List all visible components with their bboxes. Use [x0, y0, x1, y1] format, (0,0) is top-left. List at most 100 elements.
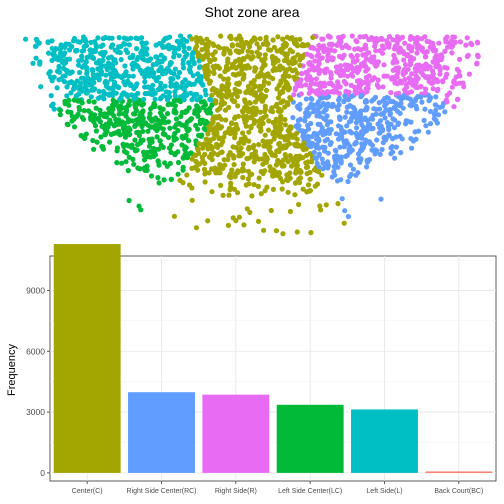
y-tick-label: 3000 [26, 407, 45, 417]
shot-point [284, 51, 291, 57]
shot-point [181, 97, 187, 103]
shot-point [201, 99, 207, 105]
shot-point [366, 50, 372, 56]
shot-point [336, 90, 342, 97]
shot-point [423, 61, 429, 67]
shot-point [358, 61, 365, 67]
shot-point [315, 121, 321, 127]
shot-point [291, 92, 297, 98]
shot-point [262, 52, 268, 58]
shot-point [211, 135, 217, 142]
shot-point [184, 172, 190, 178]
shot-point [402, 76, 408, 83]
shot-point [326, 34, 332, 40]
shot-point [364, 159, 371, 165]
shot-point [328, 72, 334, 78]
y-tick-label: 9000 [26, 285, 45, 295]
shot-point [162, 160, 168, 166]
shot-point [338, 63, 344, 69]
bar-5 [425, 471, 493, 473]
shot-zone-scatter [23, 33, 481, 237]
shot-point [186, 126, 192, 133]
shot-point [110, 87, 116, 93]
shot-point [315, 47, 321, 53]
shot-point [323, 107, 329, 113]
shot-point [93, 128, 99, 134]
shot-point [435, 79, 441, 85]
shot-point [71, 124, 78, 130]
shot-point [460, 80, 466, 86]
shot-point [233, 36, 239, 42]
shot-point [275, 34, 281, 40]
shot-point [126, 73, 132, 79]
shot-point [97, 107, 103, 113]
shot-point [57, 53, 63, 59]
shot-point [280, 98, 286, 104]
shot-point [83, 43, 89, 49]
shot-point [286, 73, 292, 79]
shot-point [33, 55, 39, 61]
shot-point [119, 160, 125, 166]
shot-point [206, 80, 213, 86]
shot-point [270, 37, 276, 43]
shot-point [258, 191, 264, 197]
shot-point [422, 106, 428, 112]
shot-point [193, 152, 199, 158]
y-tick-label: 0 [40, 468, 45, 478]
shot-point [349, 33, 355, 39]
shot-point [91, 146, 97, 152]
shot-point [423, 86, 429, 92]
shot-point [195, 126, 201, 132]
shot-point [222, 130, 228, 136]
shot-point [395, 121, 401, 127]
shot-point [96, 88, 102, 94]
shot-point [93, 42, 99, 48]
bar-2 [202, 394, 270, 473]
shot-point [341, 68, 347, 74]
shot-point [350, 73, 356, 79]
shot-point [157, 66, 163, 72]
shot-point [66, 56, 73, 62]
shot-point [269, 53, 276, 60]
shot-point [131, 111, 137, 117]
shot-point [204, 76, 211, 82]
shot-point [241, 56, 247, 62]
shot-point [442, 109, 448, 115]
shot-point [311, 67, 317, 73]
shot-point [113, 90, 119, 96]
shot-point [175, 159, 182, 166]
shot-point [250, 54, 256, 60]
shot-point [313, 76, 319, 82]
shot-point [403, 62, 409, 68]
shot-point [228, 184, 234, 190]
shot-point [311, 149, 317, 155]
shot-point [57, 107, 64, 113]
shot-point [377, 151, 383, 157]
shot-point [436, 40, 442, 46]
shot-point [269, 105, 275, 111]
shot-point [139, 123, 145, 130]
shot-point [442, 48, 448, 55]
shot-point [392, 117, 398, 123]
shot-point [251, 118, 257, 124]
shot-point [373, 111, 379, 117]
shot-point [175, 74, 181, 80]
shot-point [50, 101, 56, 107]
shot-point [48, 93, 54, 99]
shot-point [131, 161, 137, 167]
shot-point [232, 174, 238, 180]
shot-point [106, 35, 112, 41]
shot-point [204, 48, 210, 54]
shot-point [292, 180, 299, 186]
shot-point [409, 145, 415, 151]
shot-point [230, 71, 236, 77]
x-tick-label: Left Side(L) [366, 488, 402, 495]
shot-point [205, 72, 211, 78]
shot-point [392, 155, 398, 161]
shot-point [232, 86, 238, 92]
shot-point [160, 106, 166, 112]
shot-point [46, 70, 52, 76]
shot-point [132, 102, 138, 108]
shot-point [217, 73, 223, 79]
shot-point [126, 119, 132, 125]
